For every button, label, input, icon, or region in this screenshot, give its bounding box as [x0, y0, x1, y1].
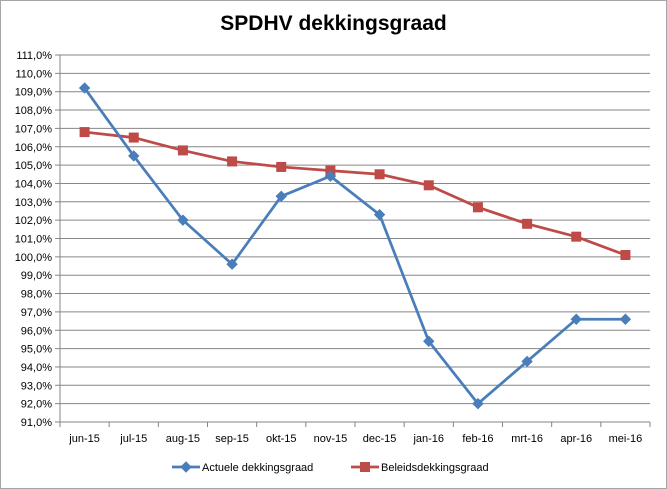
- legend-item: Actuele dekkingsgraad: [172, 461, 313, 474]
- chart-title: SPDHV dekkingsgraad: [220, 12, 447, 35]
- y-tick-label: 100,0%: [15, 252, 53, 264]
- data-point: [472, 397, 484, 410]
- x-tick-label: sep-15: [215, 433, 249, 445]
- y-tick-label: 97,0%: [21, 307, 52, 319]
- x-tick-label: jan-16: [412, 433, 444, 445]
- gridlines: [60, 54, 650, 405]
- data-point: [374, 169, 385, 180]
- y-tick-label: 102,0%: [15, 215, 53, 227]
- data-point: [180, 461, 192, 473]
- y-axis-tick-labels: 91,0% 92,0% 93,0% 94,0% 95,0% 96,0% 97,0% 98,0%…: [15, 50, 53, 429]
- y-tick-label: 93,0%: [21, 380, 52, 392]
- data-point: [275, 190, 287, 203]
- y-tick-label: 105,0%: [15, 160, 53, 172]
- y-tick-label: 92,0%: [21, 399, 52, 411]
- y-tick-label: 96,0%: [21, 325, 52, 337]
- data-point: [620, 250, 631, 261]
- x-tick-label: dec-15: [363, 433, 397, 445]
- data-point: [226, 258, 238, 270]
- x-tick-label: feb-16: [462, 433, 493, 445]
- y-tick-label: 101,0%: [15, 234, 53, 246]
- data-point: [522, 218, 533, 229]
- data-point: [423, 180, 434, 191]
- x-tick-label: jun-15: [68, 433, 100, 445]
- data-point: [78, 82, 91, 94]
- y-tick-label: 98,0%: [21, 289, 52, 301]
- y-tick-label: 111,0%: [16, 50, 52, 62]
- data-point: [570, 313, 582, 325]
- series: [78, 82, 632, 410]
- y-tick-label: 94,0%: [21, 362, 52, 374]
- x-tick-label: nov-15: [314, 433, 348, 445]
- x-tick-label: aug-15: [166, 433, 200, 445]
- series-actuele: [78, 82, 632, 410]
- y-tick-label: 107,0%: [15, 123, 53, 135]
- data-point: [360, 462, 370, 472]
- legend-label: Beleidsdekkingsgraad: [381, 462, 489, 474]
- data-point: [227, 156, 238, 167]
- data-point: [423, 335, 435, 347]
- x-axis-tick-labels: jun-15 jul-15 aug-15 sep-15 okt-15 nov-15 dec-…: [68, 433, 642, 445]
- data-point: [128, 132, 139, 143]
- data-point: [79, 127, 90, 138]
- y-tick-label: 104,0%: [15, 178, 53, 190]
- legend: Actuele dekkingsgraad Beleidsdekkingsgraa…: [172, 461, 489, 474]
- y-tick-label: 106,0%: [15, 142, 53, 154]
- y-tick-label: 110,0%: [16, 68, 53, 80]
- axes: [55, 54, 651, 427]
- data-point: [521, 355, 533, 368]
- y-tick-label: 91,0%: [21, 417, 52, 429]
- y-tick-label: 103,0%: [15, 197, 53, 209]
- x-tick-label: apr-16: [560, 433, 592, 445]
- legend-label: Actuele dekkingsgraad: [202, 462, 313, 474]
- y-tick-label: 108,0%: [15, 105, 53, 117]
- data-point: [373, 208, 386, 221]
- data-point: [571, 231, 582, 242]
- data-point: [177, 214, 189, 226]
- legend-item: Beleidsdekkingsgraad: [351, 462, 489, 474]
- x-tick-label: mrt-16: [511, 433, 543, 445]
- series-line: [84, 130, 626, 257]
- data-point: [619, 313, 632, 325]
- y-tick-label: 95,0%: [21, 344, 52, 356]
- y-tick-label: 99,0%: [21, 270, 52, 282]
- y-tick-label: 109,0%: [15, 87, 53, 99]
- series-line: [83, 87, 626, 406]
- x-tick-label: mei-16: [609, 433, 643, 445]
- data-point: [276, 161, 287, 172]
- data-point: [472, 202, 483, 213]
- x-tick-label: jul-15: [119, 433, 147, 445]
- data-point: [128, 150, 140, 162]
- x-tick-label: okt-15: [266, 433, 297, 445]
- data-point: [324, 170, 337, 182]
- series-beleids: [79, 127, 631, 261]
- data-point: [177, 145, 188, 156]
